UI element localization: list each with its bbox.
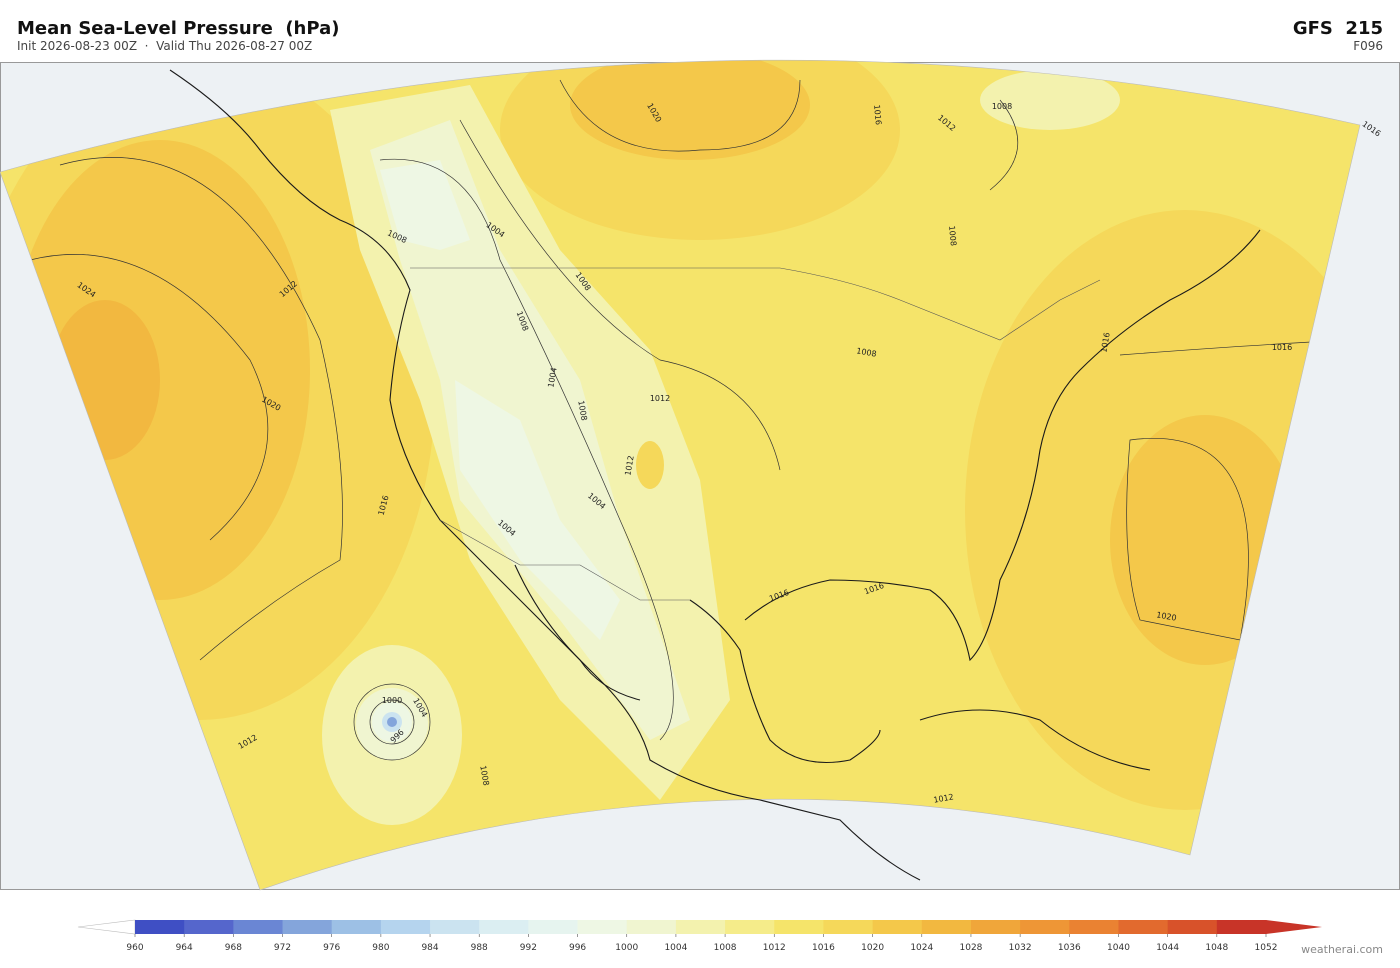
colorbar-extend-low bbox=[77, 919, 136, 935]
coastline bbox=[689, 599, 881, 763]
title: Mean Sea-Level Pressure (hPa) bbox=[17, 18, 339, 39]
contour-label: 1012 bbox=[933, 792, 955, 804]
contour-label: 1016 bbox=[1099, 332, 1111, 354]
colorbar-segment bbox=[823, 920, 874, 934]
contour-label: 1008 bbox=[856, 346, 878, 358]
contour-label: 1008 bbox=[478, 765, 490, 787]
colorbar-tick-label: 1008 bbox=[714, 943, 737, 953]
colorbar-tick-label: 1036 bbox=[1058, 943, 1081, 953]
colorbar-tick-label: 980 bbox=[372, 943, 389, 953]
border bbox=[410, 267, 1101, 341]
contour-label: 1016 bbox=[872, 104, 883, 125]
colorbar-tick-label: 960 bbox=[126, 943, 143, 953]
colorbar-tick-label: 1012 bbox=[763, 943, 786, 953]
colorbar-segment bbox=[1118, 920, 1169, 934]
colorbar-segment bbox=[675, 920, 726, 934]
colorbar-segment bbox=[725, 920, 775, 934]
colorbar-segment bbox=[1020, 920, 1070, 934]
colorbar-segment bbox=[921, 920, 972, 934]
colorbar-segment bbox=[135, 920, 185, 934]
forecast-hour: F096 bbox=[1353, 39, 1383, 53]
colorbar: 960 964 968 972 976 980 984 988 992 996 1000 1004 10… bbox=[77, 919, 1322, 953]
model: GFS 215 bbox=[1293, 18, 1383, 39]
colorbar-tick-label: 988 bbox=[471, 943, 488, 953]
colorbar-tick-label: 964 bbox=[176, 943, 193, 953]
colorbar-tick-label: 1040 bbox=[1107, 943, 1130, 953]
colorbar-tick-label: 1044 bbox=[1156, 943, 1179, 953]
colorbar-tick-label: 1052 bbox=[1255, 943, 1278, 953]
colorbar-tick-label: 1004 bbox=[664, 943, 687, 953]
coastline bbox=[169, 69, 921, 881]
contour-label: 1008 bbox=[992, 102, 1012, 111]
colorbar-tick-label: 1000 bbox=[615, 943, 638, 953]
map bbox=[0, 59, 1400, 891]
contour-label: 1004 bbox=[546, 367, 558, 389]
contour-label: 1000 bbox=[382, 696, 402, 705]
contour-label: 1016 bbox=[1272, 343, 1292, 352]
contour-label: 1020 bbox=[1156, 610, 1178, 622]
colorbar-segment bbox=[970, 920, 1021, 934]
colorbar-tick-label: 1032 bbox=[1009, 943, 1032, 953]
colorbar-segment bbox=[233, 920, 284, 934]
colorbar-segment bbox=[479, 920, 529, 934]
colorbar-segment bbox=[528, 920, 579, 934]
contour-label: 1012 bbox=[650, 394, 670, 403]
subtitle: Init 2026-08-23 00Z · Valid Thu 2026-08-… bbox=[17, 39, 312, 53]
colorbar-segment bbox=[184, 920, 234, 934]
colorbar-segment bbox=[774, 920, 824, 934]
colorbar-tick-label: 1020 bbox=[861, 943, 884, 953]
colorbar-tick-label: 996 bbox=[569, 943, 586, 953]
colorbar-tick-label: 984 bbox=[421, 943, 438, 953]
colorbar-segment bbox=[331, 920, 382, 934]
colorbar-tick-label: 968 bbox=[225, 943, 242, 953]
colorbar-extend-high bbox=[1266, 920, 1322, 934]
colorbar-tick-label: 1028 bbox=[960, 943, 983, 953]
colorbar-segment bbox=[577, 920, 628, 934]
contour-label: 1012 bbox=[623, 455, 635, 477]
colorbar-tick-label: 1048 bbox=[1205, 943, 1228, 953]
colorbar-tick-label: 1016 bbox=[812, 943, 835, 953]
credit: weatherai.com bbox=[1301, 943, 1383, 956]
colorbar-segment bbox=[1167, 920, 1218, 934]
colorbar-segment bbox=[626, 920, 677, 934]
border bbox=[439, 519, 690, 601]
colorbar-segment bbox=[1216, 920, 1267, 934]
colorbar-tick-label: 976 bbox=[323, 943, 340, 953]
coastline bbox=[514, 564, 641, 701]
coastline bbox=[744, 229, 1261, 662]
colorbar-tick-label: 972 bbox=[274, 943, 291, 953]
contour-label: 1008 bbox=[576, 400, 588, 422]
contour-label: 1008 bbox=[947, 225, 958, 246]
coastline bbox=[919, 709, 1151, 771]
colorbar-segment bbox=[430, 920, 480, 934]
colorbar-segment bbox=[1069, 920, 1119, 934]
colorbar-segment bbox=[380, 920, 431, 934]
colorbar-segment bbox=[872, 920, 923, 934]
colorbar-segment bbox=[282, 920, 333, 934]
colorbar-tick-label: 992 bbox=[520, 943, 537, 953]
colorbar-tick-label: 1024 bbox=[910, 943, 933, 953]
